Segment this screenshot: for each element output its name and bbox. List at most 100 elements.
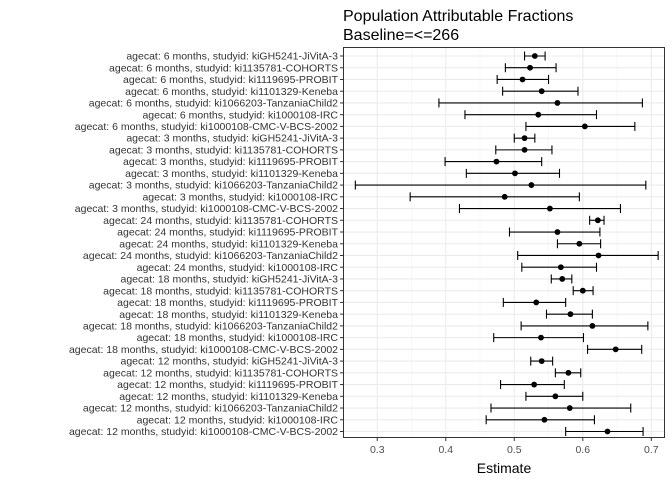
category-label: agecat: 18 months, studyid: ki1101329-Ke… (119, 309, 338, 321)
estimate-point (527, 64, 533, 71)
category-label: agecat: 6 months, studyid: kiGH5241-JiVi… (126, 51, 338, 63)
estimate-row (500, 380, 565, 390)
estimate-point (579, 287, 586, 294)
category-label: agecat: 3 months, studyid: kiGH5241-JiVi… (126, 133, 338, 145)
estimate-point (501, 193, 508, 200)
estimate-point (547, 205, 553, 212)
estimate-row (554, 368, 582, 378)
category-label: agecat: 12 months, studyid: ki1101329-Ke… (119, 391, 338, 403)
category-label: agecat: 12 months, studyid: ki1066203-Ta… (83, 403, 338, 415)
estimate-row (502, 86, 579, 96)
estimate-point (493, 158, 500, 165)
estimate-point (512, 170, 518, 177)
estimate-point (559, 276, 566, 282)
estimate-point (541, 416, 548, 423)
category-label: agecat: 18 months, studyid: kiGH5241-JiV… (120, 274, 338, 286)
category-label: agecat: 3 months, studyid: ki1135781-COH… (109, 144, 338, 156)
category-label: agecat: 24 months, studyid: ki1066203-Ta… (83, 250, 338, 262)
chart-title: Population Attributable Fractions Baseli… (343, 8, 573, 44)
estimate-point (581, 123, 588, 130)
estimate-point (589, 322, 596, 329)
estimate-row (517, 250, 659, 260)
estimate-point (552, 393, 559, 400)
category-label: agecat: 24 months, studyid: ki1135781-CO… (103, 215, 338, 227)
category-label: agecat: 18 months, studyid: ki1000108-CM… (69, 344, 338, 356)
category-label: agecat: 3 months, studyid: ki1066203-Tan… (89, 180, 338, 192)
category-label: agecat: 24 months, studyid: ki1101329-Ke… (119, 238, 338, 250)
chart-title-line-1: Population Attributable Fractions (343, 8, 573, 25)
category-label: agecat: 12 months, studyid: ki1000108-IR… (137, 414, 339, 426)
category-label: agecat: 3 months, studyid: ki1000108-CMC… (75, 203, 338, 215)
estimate-point (565, 369, 572, 376)
category-label: agecat: 18 months, studyid: ki1000108-IR… (137, 332, 339, 344)
category-label: agecat: 6 months, studyid: ki1135781-COH… (109, 62, 338, 74)
category-label: agecat: 24 months, studyid: ki1000108-IR… (137, 262, 339, 274)
x-axis-title: Estimate (477, 460, 532, 476)
category-label: agecat: 18 months, studyid: ki1135781-CO… (103, 285, 338, 297)
estimate-row (496, 74, 550, 84)
estimate-point (554, 100, 561, 106)
estimate-point (521, 135, 528, 142)
estimate-point (531, 53, 538, 59)
estimate-row (465, 168, 561, 178)
estimate-point (538, 358, 545, 364)
plot-panel (343, 47, 665, 438)
estimate-point (566, 405, 573, 411)
estimate-point (535, 111, 542, 118)
category-label: agecat: 6 months, studyid: ki1066203-Tan… (89, 98, 338, 110)
estimate-rows (354, 51, 659, 436)
x-tick-label: 0.5 (507, 444, 522, 456)
estimate-point (557, 264, 564, 271)
estimate-row (520, 321, 649, 331)
estimate-row (485, 415, 595, 425)
category-label: agecat: 18 months, studyid: ki1066203-Ta… (83, 320, 338, 332)
estimate-row (589, 215, 605, 225)
estimate-point (538, 334, 544, 341)
estimate-row (587, 344, 643, 354)
x-tick-label: 0.6 (575, 444, 590, 456)
estimate-row (525, 121, 636, 131)
category-label: agecat: 18 months, studyid: ki1119695-PR… (117, 297, 338, 309)
estimate-row (513, 133, 536, 143)
estimate-row (521, 262, 598, 272)
estimate-row (556, 239, 602, 249)
category-label: agecat: 3 months, studyid: ki1101329-Ken… (125, 168, 338, 180)
category-label: agecat: 3 months, studyid: ki1000108-IRC (142, 191, 338, 203)
category-labels: agecat: 6 months, studyid: kiGH5241-JiVi… (69, 51, 343, 438)
x-tick-label: 0.4 (438, 444, 453, 456)
estimate-point (519, 76, 526, 83)
x-tick-label: 0.3 (370, 444, 385, 456)
estimate-point (567, 311, 574, 318)
estimate-row (464, 110, 598, 120)
category-label: agecat: 6 months, studyid: ki1000108-IRC (142, 109, 338, 121)
x-tick-label: 0.7 (644, 444, 659, 456)
estimate-point (612, 346, 619, 353)
estimate-row (530, 356, 554, 366)
estimate-point (595, 252, 602, 259)
category-label: agecat: 12 months, studyid: ki1000108-CM… (69, 426, 338, 438)
estimate-row (490, 403, 632, 413)
category-label: agecat: 6 months, studyid: ki1101329-Ken… (125, 86, 338, 98)
estimate-row (458, 204, 622, 214)
category-label: agecat: 3 months, studyid: ki1119695-PRO… (123, 156, 339, 168)
estimate-row (504, 63, 557, 73)
category-label: agecat: 12 months, studyid: ki1119695-PR… (117, 379, 338, 391)
estimate-row (550, 274, 573, 284)
category-label: agecat: 12 months, studyid: kiGH5241-JiV… (120, 356, 338, 368)
estimate-point (531, 381, 538, 388)
estimate-point (528, 182, 535, 188)
estimate-point (521, 146, 528, 153)
category-label: agecat: 12 months, studyid: ki1135781-CO… (103, 367, 338, 379)
x-axis-ticks: 0.3 0.4 0.5 0.6 0.7 (370, 438, 659, 456)
estimate-point (554, 229, 561, 235)
estimate-point (538, 88, 545, 95)
estimate-row (495, 145, 553, 155)
estimate-point (576, 240, 583, 247)
category-label: agecat: 6 months, studyid: ki1119695-PRO… (123, 74, 339, 86)
chart-title-line-2: Baseline=<=266 (343, 27, 459, 44)
category-label: agecat: 24 months, studyid: ki1119695-PR… (117, 227, 338, 239)
estimate-row (502, 297, 567, 307)
estimate-row (572, 286, 594, 296)
estimate-row (565, 427, 644, 436)
